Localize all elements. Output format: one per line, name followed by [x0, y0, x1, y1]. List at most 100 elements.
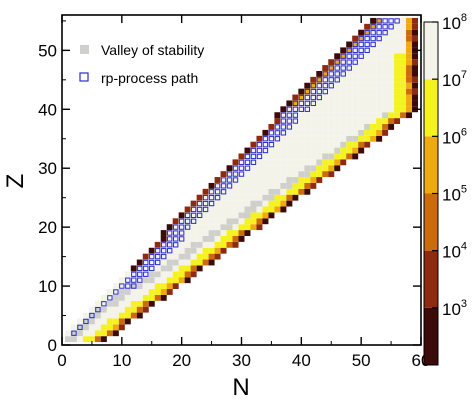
nuclide-cell [274, 177, 281, 183]
nuclide-cell [250, 153, 257, 160]
nuclide-cell [274, 171, 281, 178]
rp-path-marker [196, 200, 203, 207]
nuclide-cell [274, 165, 281, 172]
nuclide-cell [352, 100, 359, 107]
rp-path-marker [256, 142, 263, 148]
nuclide-cell [412, 17, 418, 24]
nuclide-cell [388, 100, 395, 107]
nuclide-cell [232, 212, 239, 219]
nuclide-cell [304, 188, 311, 195]
nuclide-cell [256, 153, 263, 160]
nuclide-cell [328, 100, 335, 107]
colorbar-band [424, 193, 438, 251]
nuclide-cell [334, 153, 341, 160]
rp-path-marker [388, 24, 394, 30]
nuclide-cell [214, 218, 221, 225]
nuclide-cell [340, 88, 347, 95]
nuclide-cell [106, 300, 113, 307]
nuclide-cell [346, 53, 353, 60]
nuclide-cell [292, 118, 299, 125]
nuclide-cell [370, 88, 377, 95]
nuclide-cell [160, 289, 167, 295]
nuclide-cell [112, 324, 119, 331]
nuclide-cell [322, 141, 329, 148]
nuclide-cell [412, 82, 418, 89]
nuclide-cell [364, 59, 371, 66]
nuclide-cell [304, 177, 311, 183]
nuclide-cell [364, 135, 371, 142]
nuclide-cell [184, 277, 191, 284]
rp-path-marker [358, 53, 364, 59]
nuclide-cell [196, 212, 203, 219]
nuclide-cell [298, 147, 305, 154]
nuclide-cell [94, 306, 101, 313]
nuclide-cell [352, 53, 359, 60]
nuclide-cell [160, 277, 167, 284]
rp-path-marker [167, 236, 173, 242]
nuclide-cell [244, 153, 251, 160]
nuclide-cell [148, 283, 155, 290]
nuclide-cell [412, 88, 418, 95]
rp-path-marker [352, 41, 358, 48]
nuclide-cells [64, 17, 418, 343]
nuclide-cell [334, 94, 341, 101]
nuclide-cell [382, 59, 389, 66]
nuclide-cell [184, 241, 191, 248]
nuclide-cell [232, 206, 239, 213]
rp-path-marker [292, 112, 299, 118]
rp-path-marker [131, 277, 137, 283]
nuclide-cell [286, 182, 293, 189]
nuclide-cell [346, 94, 353, 101]
nuclide-cell [106, 330, 113, 337]
rp-path-marker [226, 171, 233, 177]
nuclide-cell [328, 65, 335, 71]
nuclide-cell [406, 94, 413, 101]
nuclide-cell [388, 94, 395, 101]
nuclide-cell [406, 23, 413, 30]
nuclide-cell [394, 23, 401, 30]
nuclide-cell [400, 53, 407, 60]
nuclide-cell [376, 100, 383, 107]
rp-path-marker [244, 165, 251, 171]
nuclide-cell [142, 289, 149, 295]
rp-path-marker [346, 47, 352, 53]
nuclide-cell [358, 118, 365, 125]
nuclide-cell [358, 76, 365, 83]
nuclide-cell [406, 47, 413, 54]
nuclide-cell [298, 171, 305, 178]
rp-path-marker [244, 159, 251, 165]
nuclide-cell [148, 259, 155, 266]
rp-path-marker [143, 271, 149, 277]
nuclide-cell [184, 271, 191, 278]
nuclide-cell [268, 165, 275, 172]
nuclide-cell [172, 224, 179, 231]
rp-path-marker [232, 171, 239, 177]
legend-rp-label: rp-process path [101, 70, 198, 86]
nuclide-cell [94, 324, 101, 331]
nuclide-cell [124, 283, 131, 290]
nuclide-cell [382, 65, 389, 71]
nuclide-cell [250, 194, 257, 201]
nuclide-cell [406, 76, 413, 83]
nuclide-cell [106, 324, 113, 331]
nuclide-cell [382, 23, 389, 30]
nuclide-cell [322, 94, 329, 101]
nuclide-cell [316, 118, 323, 125]
nuclide-cell [256, 147, 263, 154]
nuclide-cell [364, 29, 371, 36]
nuclide-cell [262, 212, 269, 219]
rp-path-marker [172, 230, 179, 236]
nuclide-cell [136, 271, 143, 278]
nuclide-cell [238, 230, 245, 236]
nuclide-cell [328, 112, 335, 119]
nuclide-cell [118, 277, 125, 284]
nuclide-cell [190, 224, 197, 231]
nuclide-cell [352, 82, 359, 89]
nuclide-cell [358, 94, 365, 101]
nuclide-cell [382, 76, 389, 83]
nuclide-cell [238, 153, 245, 160]
nuclide-cell [136, 283, 143, 290]
nuclide-cell [268, 206, 275, 213]
nuclide-cell [406, 29, 413, 36]
rp-path-marker [178, 236, 185, 242]
